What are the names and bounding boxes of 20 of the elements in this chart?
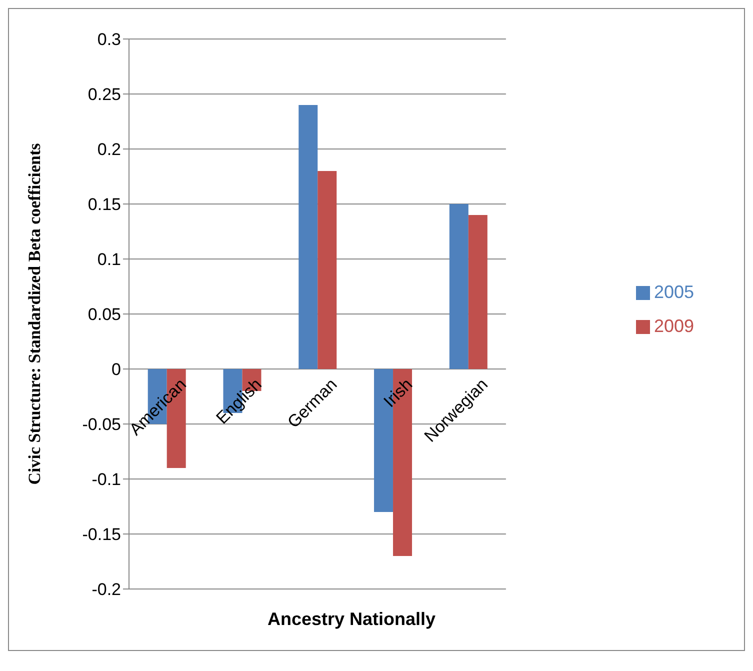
legend-label: 2005 [654,282,694,302]
y-tick-label: 0.1 [97,250,121,270]
y-tick-label: -0.2 [92,580,121,600]
y-tick-label: 0.15 [88,195,121,214]
y-tick-label: 0.2 [97,140,121,160]
legend-label: 2009 [654,316,694,336]
y-tick-label: 0.05 [88,305,121,324]
y-tick-label: 0.25 [88,85,121,104]
bar [318,171,337,369]
y-tick-label: -0.05 [82,415,121,434]
y-tick-label: -0.15 [82,525,121,544]
x-axis-title: Ancestry Nationally [266,609,437,630]
bar [468,215,488,369]
bar [449,204,468,369]
y-tick-label: 0 [112,360,121,380]
y-tick-label: 0.3 [97,30,121,50]
x-tick-label: Irish [380,374,416,412]
y-tick-label: -0.1 [92,470,121,490]
y-axis-title: Civic Structure: Standardized Beta coefficients [25,142,44,485]
bar [298,105,318,369]
